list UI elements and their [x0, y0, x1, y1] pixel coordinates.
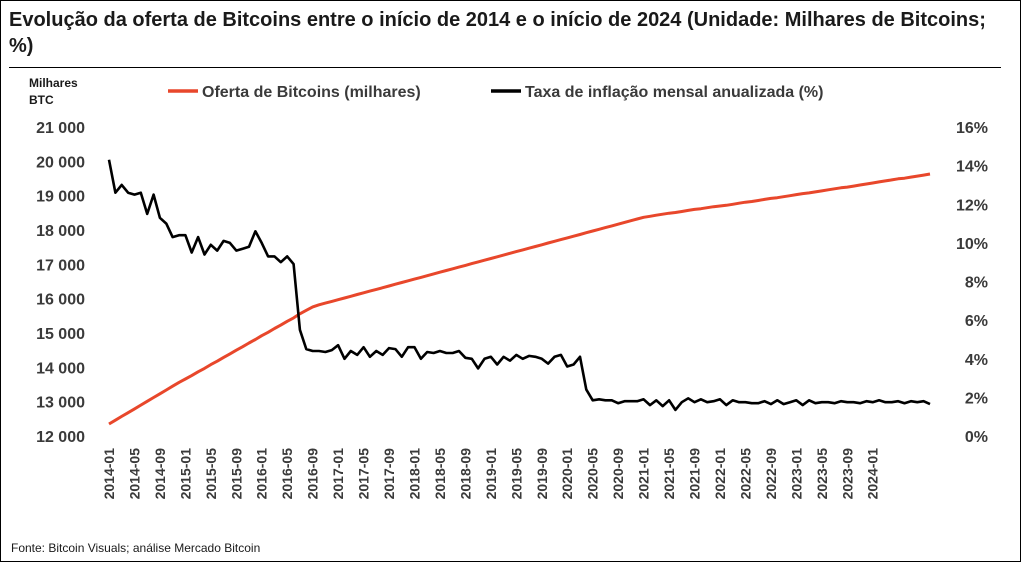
x-tick-label: 2023-05: [814, 448, 830, 500]
x-tick-label: 2024-01: [865, 448, 881, 500]
x-tick-label: 2020-01: [559, 448, 575, 500]
x-tick-label: 2021-09: [687, 448, 703, 500]
x-tick-label: 2016-05: [279, 448, 295, 500]
right-tick-label: 0%: [965, 429, 988, 446]
legend-inflation-label: Taxa de inflação mensal anualizada (%): [525, 84, 823, 101]
left-tick-label: 13 000: [36, 395, 85, 412]
left-axis-ticks: 12 000 13 000 14 000 15 000 16 000 17 000 18 0…: [36, 120, 85, 446]
x-tick-label: 2018-01: [406, 448, 422, 500]
x-tick-label: 2022-09: [763, 448, 779, 500]
x-tick-label: 2015-09: [228, 448, 244, 500]
x-tick-label: 2022-05: [737, 448, 753, 500]
x-axis-ticks: 2014-01 2014-05 2014-09 2015-01 2015-05 2015-…: [101, 448, 881, 500]
inflation-series-line: [107, 159, 931, 412]
x-tick-label: 2019-09: [534, 448, 550, 500]
x-tick-label: 2020-09: [610, 448, 626, 500]
x-tick-label: 2016-09: [305, 448, 321, 500]
right-tick-label: 8%: [965, 275, 988, 292]
x-tick-label: 2020-05: [585, 448, 601, 500]
supply-series-line: [108, 172, 931, 426]
x-tick-label: 2023-01: [788, 448, 804, 500]
left-tick-label: 18 000: [36, 223, 85, 240]
left-axis-title-line1: Milhares: [29, 76, 78, 90]
left-tick-label: 16 000: [36, 292, 85, 309]
right-tick-label: 14%: [956, 159, 988, 176]
left-tick-label: 14 000: [36, 360, 85, 377]
x-tick-label: 2019-05: [508, 448, 524, 500]
chart-svg: Milhares BTC Oferta de Bitcoins (milhare…: [29, 76, 988, 500]
left-tick-label: 15 000: [36, 326, 85, 343]
x-tick-label: 2014-09: [152, 448, 168, 500]
x-tick-label: 2015-05: [203, 448, 219, 500]
right-tick-label: 6%: [965, 313, 988, 330]
x-tick-label: 2017-09: [381, 448, 397, 500]
x-tick-label: 2019-01: [483, 448, 499, 500]
x-tick-label: 2016-01: [254, 448, 270, 500]
x-tick-label: 2014-01: [101, 448, 117, 500]
left-tick-label: 20 000: [36, 154, 85, 171]
source-note: Fonte: Bitcoin Visuals; análise Mercado …: [11, 541, 261, 555]
right-axis-ticks: 0% 2% 4% 6% 8% 10% 12% 14% 16%: [956, 120, 988, 446]
x-tick-label: 2014-05: [126, 448, 142, 500]
right-tick-label: 16%: [956, 120, 988, 137]
left-tick-label: 17 000: [36, 257, 85, 274]
right-tick-label: 12%: [956, 197, 988, 214]
chart-title: Evolução da oferta de Bitcoins entre o i…: [9, 9, 986, 57]
x-tick-label: 2017-05: [356, 448, 372, 500]
left-tick-label: 21 000: [36, 120, 85, 137]
legend-supply-label: Oferta de Bitcoins (milhares): [202, 84, 421, 101]
x-tick-label: 2021-05: [661, 448, 677, 500]
x-tick-label: 2017-01: [330, 448, 346, 500]
chart-legend: Oferta de Bitcoins (milhares) Taxa de inf…: [168, 84, 823, 101]
series-lines: [107, 159, 931, 426]
x-tick-label: 2015-01: [177, 448, 193, 500]
right-tick-label: 10%: [956, 236, 988, 253]
x-tick-label: 2021-01: [636, 448, 652, 500]
left-axis-title-line2: BTC: [29, 93, 54, 107]
x-tick-label: 2018-05: [432, 448, 448, 500]
title-divider: [9, 67, 1001, 68]
left-tick-label: 12 000: [36, 429, 85, 446]
x-tick-label: 2022-01: [712, 448, 728, 500]
left-axis-title: Milhares BTC: [29, 76, 78, 107]
right-tick-label: 2%: [965, 390, 988, 407]
x-tick-label: 2023-09: [839, 448, 855, 500]
right-tick-label: 4%: [965, 352, 988, 369]
left-tick-label: 19 000: [36, 189, 85, 206]
x-tick-label: 2018-09: [457, 448, 473, 500]
